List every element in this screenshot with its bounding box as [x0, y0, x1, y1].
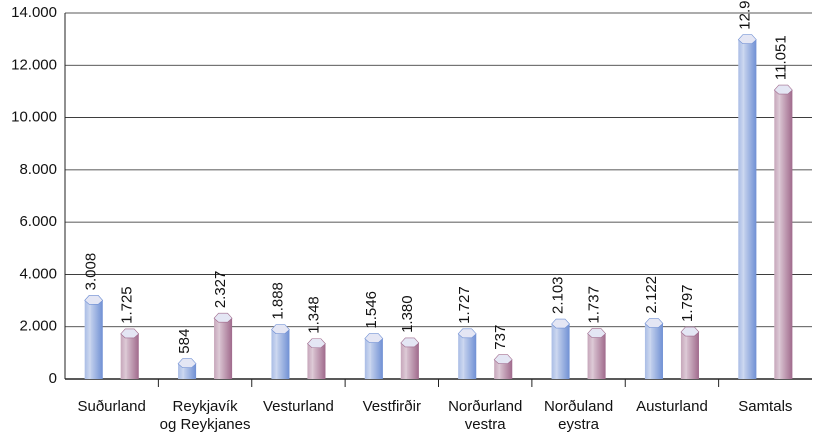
value-label: 2.327 — [212, 271, 229, 309]
bar-shade — [120, 333, 139, 379]
y-tick-label: 14.000 — [11, 4, 57, 21]
bar-shade — [84, 300, 103, 379]
x-tick-label: Vesturland — [263, 398, 334, 415]
bar-shade — [458, 333, 477, 379]
value-label: 737 — [492, 325, 509, 350]
bar-cap — [680, 326, 700, 337]
x-tick-label: Austurland — [636, 398, 708, 415]
bar-shade — [494, 359, 513, 379]
x-tick-label: Samtals — [738, 398, 792, 415]
value-label: 584 — [176, 329, 193, 354]
bar-shade — [214, 318, 233, 379]
bar-cap — [271, 324, 290, 334]
x-tick-label: Reykjavík og Reykjanes — [160, 398, 251, 433]
value-label: 1.727 — [456, 286, 473, 324]
value-label: 3.008 — [83, 253, 100, 291]
bar-cap — [457, 328, 477, 339]
y-tick-label: 10.000 — [11, 109, 57, 126]
value-label: 1.725 — [119, 286, 136, 324]
y-tick-label: 8.000 — [19, 161, 57, 178]
bar-cap — [400, 337, 420, 348]
bar-shade — [271, 329, 290, 379]
value-label: 1.797 — [679, 284, 696, 322]
value-label: 1.348 — [305, 296, 322, 334]
bar-shade — [680, 332, 699, 379]
value-label: 2.103 — [550, 276, 567, 314]
y-tick-label: 2.000 — [19, 318, 57, 335]
bar-cap — [120, 328, 140, 339]
bar-shade — [400, 342, 419, 379]
x-tick-label: Norðurland vestra — [448, 398, 522, 433]
value-label: 1.546 — [363, 291, 380, 329]
x-tick-label: Vestfirðir — [363, 398, 421, 415]
y-tick-label: 0 — [49, 370, 57, 387]
value-label: 11.051 — [772, 35, 789, 80]
bar-cap — [737, 34, 757, 45]
value-label: 1.888 — [269, 282, 286, 320]
value-label: 12.978 — [736, 0, 753, 30]
value-label: 2.122 — [643, 276, 660, 314]
bar-shade — [551, 324, 570, 379]
bar-shade — [364, 338, 383, 379]
y-tick-label: 4.000 — [19, 265, 57, 282]
bar-cap — [551, 318, 570, 329]
y-tick-label: 12.000 — [11, 56, 57, 73]
bar-cap — [213, 312, 233, 323]
value-label: 1.380 — [399, 295, 416, 333]
bar-cap — [773, 84, 793, 95]
bar-cap — [587, 328, 606, 338]
bar-cap — [493, 354, 513, 365]
x-tick-label: Norðuland eystra — [544, 398, 613, 433]
bar-cap — [307, 338, 326, 349]
bar-cap — [84, 295, 104, 305]
bar-shade — [774, 90, 793, 380]
bar-shade — [644, 323, 663, 379]
bar-shade — [307, 343, 326, 379]
bar-shade — [738, 39, 757, 380]
bar-shade — [587, 333, 606, 379]
bar-cap — [177, 358, 197, 369]
value-label: 1.737 — [586, 286, 603, 324]
x-tick-label: Suðurland — [77, 398, 145, 415]
bar-cap — [364, 333, 384, 343]
bar-cap — [644, 318, 664, 328]
y-tick-label: 6.000 — [19, 213, 57, 230]
